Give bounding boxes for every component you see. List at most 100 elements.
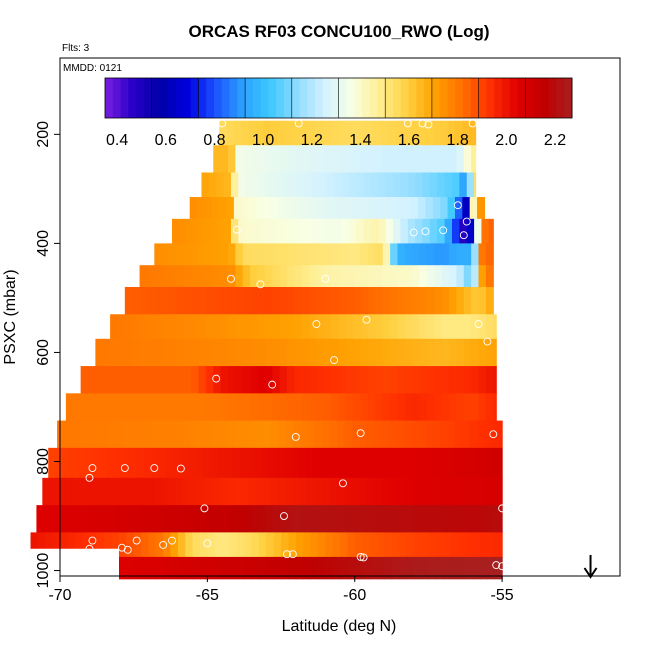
heatmap-cell <box>474 218 483 244</box>
heatmap-cell <box>235 287 244 315</box>
heatmap-cell <box>316 145 325 174</box>
heatmap-cell <box>456 505 465 533</box>
heatmap-cell <box>36 505 45 533</box>
heatmap-cell <box>462 477 471 506</box>
heatmap-cell <box>309 265 318 288</box>
heatmap-cell <box>400 172 409 198</box>
y-tick-label: 400 <box>35 230 52 257</box>
heatmap-cell <box>104 532 113 558</box>
heatmap-cell <box>404 243 413 266</box>
heatmap-cell <box>286 393 295 422</box>
heatmap-cell <box>447 120 456 146</box>
heatmap-cell <box>360 393 369 422</box>
heatmap-cell <box>309 145 318 174</box>
heatmap-cell <box>419 265 428 288</box>
heatmap-cell <box>301 314 310 340</box>
colorbar-segment <box>159 78 168 118</box>
heatmap-cell <box>366 420 375 449</box>
heatmap-cell <box>434 338 443 367</box>
heatmap-cell <box>130 477 139 506</box>
heatmap-cell <box>385 172 394 198</box>
heatmap-cell <box>161 338 170 367</box>
heatmap-cell <box>485 287 494 315</box>
heatmap-cell <box>368 366 376 394</box>
heatmap-cell <box>382 243 391 266</box>
heatmap-cell <box>139 338 148 367</box>
heatmap-cell <box>491 420 500 449</box>
heatmap-cell <box>456 338 465 367</box>
heatmap-cell <box>388 197 397 220</box>
heatmap-cell <box>440 477 449 506</box>
sample-marker <box>462 217 471 226</box>
heatmap-cell <box>491 477 500 506</box>
heatmap-cell <box>323 243 332 266</box>
heatmap-cell <box>107 447 116 479</box>
heatmap-cell <box>270 120 279 146</box>
heatmap-cell <box>257 287 266 315</box>
heatmap-cell <box>177 556 186 580</box>
heatmap-cell <box>391 532 400 558</box>
heatmap-cell <box>258 556 267 580</box>
heatmap-cell <box>273 556 282 580</box>
heatmap-cell <box>270 197 279 220</box>
heatmap-cell <box>338 265 347 288</box>
heatmap-cell <box>129 447 138 479</box>
heatmap-cell <box>295 556 304 580</box>
heatmap-cell <box>285 477 294 506</box>
sample-marker <box>453 201 462 210</box>
heatmap-cell <box>282 218 291 244</box>
heatmap-cell <box>144 447 152 479</box>
sample-marker <box>85 544 94 553</box>
heatmap-cell <box>242 338 251 367</box>
heatmap-cell <box>204 477 213 506</box>
heatmap-cell <box>452 172 460 198</box>
heatmap-cell <box>133 532 142 558</box>
heatmap-cell <box>213 393 222 422</box>
heatmap-cell <box>397 287 406 315</box>
heatmap-cell <box>381 120 390 146</box>
heatmap-cell <box>412 393 421 422</box>
heatmap-cell <box>368 243 376 266</box>
heatmap-cell <box>286 287 295 315</box>
heatmap-cell <box>198 505 207 533</box>
heatmap-cell <box>65 505 74 533</box>
heatmap-cell <box>419 145 428 174</box>
sample-marker <box>212 374 221 383</box>
colorbar-segment <box>470 78 480 118</box>
heatmap-cell <box>155 556 164 580</box>
heatmap-cell <box>444 218 453 244</box>
heatmap-cell <box>388 120 397 146</box>
heatmap-cell <box>314 120 323 146</box>
heatmap-cell <box>263 197 272 220</box>
x-axis: -70 -65 -60 -55 <box>48 575 514 604</box>
heatmap-cell <box>381 420 390 449</box>
heatmap-cell <box>253 218 262 244</box>
heatmap-cell <box>300 477 309 506</box>
heatmap-cell <box>176 287 185 315</box>
colorbar-tick-label: 1.2 <box>301 132 323 149</box>
heatmap-cell <box>354 556 363 580</box>
heatmap-cell <box>387 447 396 479</box>
heatmap-cell <box>161 393 170 422</box>
heatmap-cell <box>73 393 82 422</box>
heatmap-cell <box>353 243 362 266</box>
sample-marker <box>88 464 97 472</box>
heatmap-cell <box>60 532 68 558</box>
heatmap-cell <box>391 556 400 580</box>
heatmap-cell <box>437 218 446 244</box>
sample-marker <box>439 226 448 235</box>
heatmap-cell <box>359 477 368 506</box>
heatmap-cell <box>362 556 371 580</box>
heatmap-cell <box>471 505 480 533</box>
heatmap-cell <box>365 447 374 479</box>
heatmap-cell <box>176 366 185 394</box>
heatmap-cell <box>497 447 503 479</box>
heatmap-cell <box>213 243 222 266</box>
heatmap-cell <box>356 218 365 244</box>
heatmap-cell <box>382 314 391 340</box>
heatmap-cell <box>205 366 214 394</box>
heatmap-cell <box>235 265 244 288</box>
heatmap-cell <box>345 505 354 533</box>
heatmap-cell <box>345 243 354 266</box>
heatmap-cell <box>272 338 281 367</box>
